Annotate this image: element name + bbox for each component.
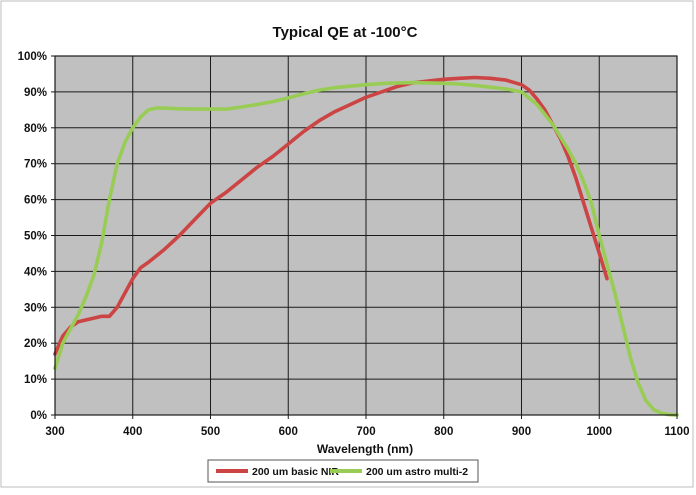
x-tick-label: 800	[434, 426, 453, 438]
legend-label-2: 200 um astro multi-2	[366, 466, 468, 478]
x-tick-label: 300	[45, 426, 64, 438]
y-tick-label: 10%	[24, 374, 47, 386]
x-tick-label: 900	[512, 426, 531, 438]
y-tick-label: 40%	[24, 266, 47, 278]
x-tick-label: 1000	[586, 426, 612, 438]
legend: 200 um basic NIR 200 um astro multi-2	[208, 460, 478, 482]
y-tick-label: 20%	[24, 338, 47, 350]
y-tick-label: 70%	[24, 159, 47, 171]
y-tick-label: 100%	[18, 51, 47, 63]
y-tick-label: 60%	[24, 195, 47, 207]
x-tick-label: 600	[279, 426, 298, 438]
y-tick-label: 50%	[24, 231, 47, 243]
x-tick-label: 500	[201, 426, 220, 438]
x-axis-label: Wavelength (nm)	[317, 442, 413, 456]
y-tick-label: 90%	[24, 87, 47, 99]
y-tick-label: 30%	[24, 302, 47, 314]
x-tick-label: 400	[123, 426, 142, 438]
chart-title: Typical QE at -100°C	[273, 24, 418, 41]
legend-label-1: 200 um basic NIR	[252, 466, 339, 478]
y-tick-label: 80%	[24, 123, 47, 135]
x-tick-label: 700	[356, 426, 375, 438]
x-tick-label: 1100	[665, 426, 690, 438]
y-tick-label: 0%	[30, 410, 47, 422]
